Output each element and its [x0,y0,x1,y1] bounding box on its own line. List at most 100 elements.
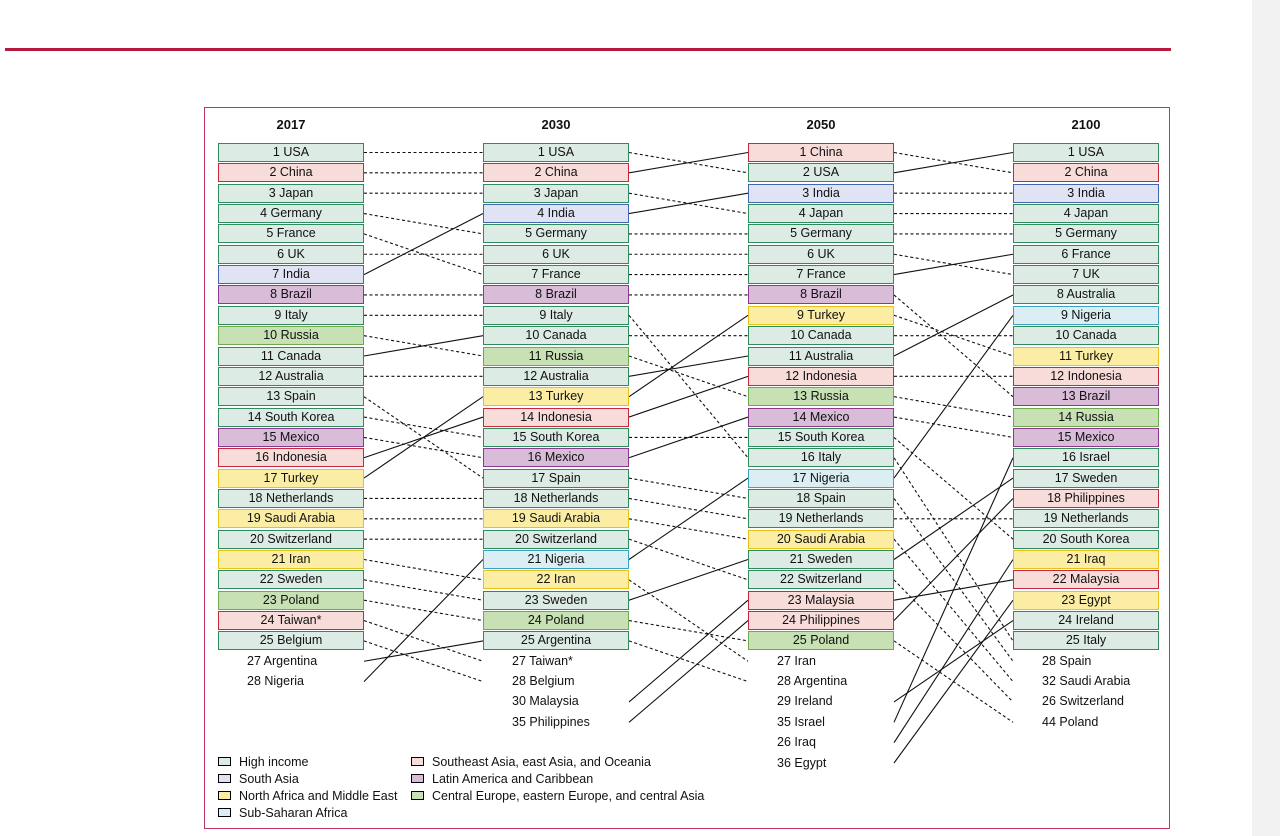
rank-cell-2050: 36 Egypt [777,755,827,770]
figure-frame [204,107,1170,829]
rank-cell-2100: 17 Sweden [1013,468,1159,488]
connector-israel [893,457,1014,723]
connector-iran [628,579,749,662]
rank-cell-2030: 5 Germany [483,224,629,244]
connector-turkey [893,314,1014,357]
connector-poland [363,599,484,622]
rank-cell-2050: 25 Poland [748,631,894,651]
rank-cell-2050: 21 Sweden [748,550,894,569]
connector-saudi-arabia [628,518,749,540]
connector-south-korea [893,436,1014,540]
rank-cell-2100: 28 Spain [1042,653,1092,668]
legend-label: Sub-Saharan Africa [239,806,348,820]
rank-cell-2050: 8 Brazil [748,285,894,305]
rank-cell-2050: 5 Germany [748,224,894,244]
rank-cell-2017: 6 UK [218,244,364,264]
rank-cell-2050: 7 France [748,265,894,285]
rank-cell-2050: 27 Iran [777,653,816,668]
rank-cell-2030: 14 Indonesia [483,407,629,427]
connector-china [893,151,1014,174]
rank-cell-2100: 25 Italy [1013,631,1159,651]
rank-cell-2100: 21 Iraq [1013,550,1159,569]
connector-argentina [628,640,749,683]
connector-belgium [363,640,484,683]
rank-cell-2030: 12 Australia [483,366,629,386]
rank-cell-2017: 1 USA [218,143,364,162]
rank-cell-2030: 11 Russia [483,346,629,366]
year-heading-2050: 2050 [806,117,836,132]
connector-mexico [893,416,1014,438]
connector-italy [628,314,749,459]
connector-ireland [893,620,1014,703]
year-heading-2100: 2100 [1071,117,1101,132]
rank-cell-2100: 44 Poland [1042,714,1099,729]
rank-cell-2017: 12 Australia [218,366,364,386]
connector-russia [363,335,484,357]
connector-iraq [893,559,1014,743]
rank-cell-2050: 2 USA [748,163,894,183]
rank-cell-2030: 2 China [483,163,629,183]
rank-cell-2017: 10 Russia [218,326,364,346]
legend-label: Latin America and Caribbean [432,772,594,786]
rank-cell-2100: 11 Turkey [1013,346,1159,366]
rank-cell-2017: 27 Argentina [247,653,318,668]
rank-cell-2100: 19 Netherlands [1013,509,1159,529]
rank-cell-2100: 2 China [1013,163,1159,183]
rank-cell-2050: 17 Nigeria [748,468,894,488]
rank-cell-2017: 5 France [218,224,364,244]
rank-cell-2030: 9 Italy [483,305,629,325]
rank-cell-2050: 13 Russia [748,387,894,407]
rank-cell-2017: 13 Spain [218,387,364,407]
connector-indonesia [628,375,749,418]
rank-cell-2030: 13 Turkey [483,387,629,407]
connector-sweden [893,477,1014,560]
rank-cell-2017: 4 Germany [218,204,364,224]
rank-cell-2050: 26 Iraq [777,735,816,750]
rank-cell-2030: 10 Canada [483,326,629,346]
connector-india [628,192,749,215]
connector-switzerland [628,538,749,581]
rank-cell-2017: 23 Poland [218,590,364,610]
rank-cell-2100: 14 Russia [1013,407,1159,427]
rank-cell-2050: 18 Spain [748,488,894,508]
legend-label: High income [239,755,309,769]
rank-cell-2100: 24 Ireland [1013,611,1159,631]
rank-cell-2030: 25 Argentina [483,631,629,651]
connector-france [893,253,1014,276]
connector-nigeria [363,559,484,682]
rank-cell-2100: 12 Indonesia [1013,366,1159,386]
rank-cell-2017: 14 South Korea [218,407,364,427]
rank-cell-2050: 29 Ireland [777,694,833,709]
rank-cell-2030: 27 Taiwan* [512,653,573,668]
rank-cell-2050: 19 Netherlands [748,509,894,529]
rank-cell-2100: 15 Mexico [1013,427,1159,447]
connector-netherlands [628,497,749,520]
rank-cell-2030: 1 USA [483,143,629,162]
rank-cell-2100: 26 Switzerland [1042,694,1124,709]
rank-cell-2100: 20 South Korea [1013,529,1159,549]
rank-cell-2017: 25 Belgium [218,631,364,651]
legend-swatch [218,757,231,766]
rank-cell-2017: 21 Iran [218,550,364,569]
year-heading-2030: 2030 [541,117,571,132]
legend-swatch [218,791,231,800]
rank-cell-2017: 11 Canada [218,346,364,366]
rank-cell-2030: 8 Brazil [483,285,629,305]
connector-china [628,151,749,174]
rank-cell-2050: 9 Turkey [748,305,894,325]
rank-cell-2050: 4 Japan [748,204,894,224]
rank-cell-2100: 13 Brazil [1013,387,1159,407]
rank-cell-2030: 18 Netherlands [483,488,629,508]
connector-russia [628,355,749,398]
rank-cell-2100: 22 Malaysia [1013,570,1159,590]
connector-sweden [628,558,749,601]
rank-cell-2030: 4 India [483,204,629,224]
connector-usa [628,151,749,174]
rank-cell-2050: 24 Philippines [748,611,894,631]
rank-cell-2100: 4 Japan [1013,204,1159,224]
connector-saudi-arabia [893,538,1014,682]
rank-cell-2050: 10 Canada [748,326,894,346]
legend-label: Southeast Asia, east Asia, and Oceania [432,755,651,769]
rank-cell-2100: 6 France [1013,244,1159,264]
rank-cell-2030: 30 Malaysia [512,694,579,709]
